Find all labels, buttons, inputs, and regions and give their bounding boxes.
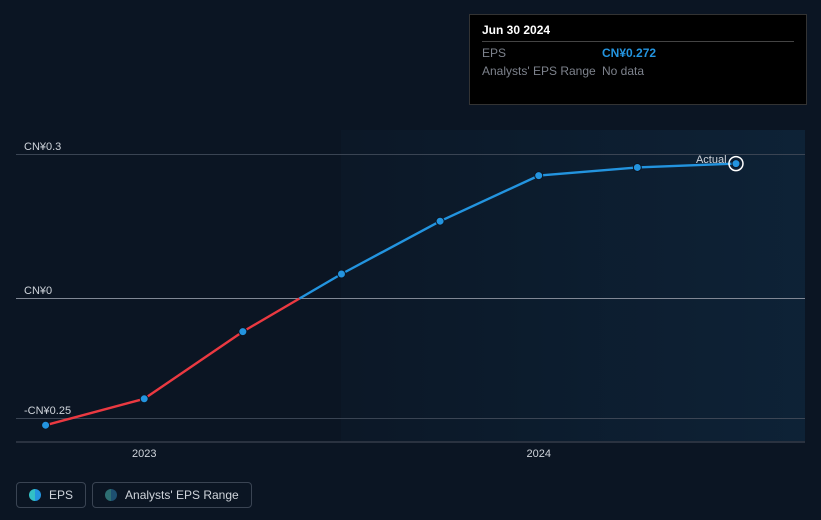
eps-point[interactable]	[732, 160, 740, 168]
eps-chart: Jun 30 2024 EPS CN¥0.272 Analysts' EPS R…	[0, 0, 821, 520]
legend-label: EPS	[49, 488, 73, 502]
legend-item-range[interactable]: Analysts' EPS Range	[92, 482, 252, 508]
tooltip-value: No data	[602, 64, 644, 78]
eps-point[interactable]	[239, 328, 247, 336]
legend-label: Analysts' EPS Range	[125, 488, 239, 502]
eps-line-segment	[46, 298, 301, 425]
tooltip-date: Jun 30 2024	[482, 23, 794, 42]
tooltip-row-range: Analysts' EPS Range No data	[482, 62, 794, 80]
tooltip-label: Analysts' EPS Range	[482, 64, 602, 78]
x-axis-label: 2023	[132, 448, 156, 460]
tooltip-row-eps: EPS CN¥0.272	[482, 44, 794, 62]
legend-swatch-icon	[105, 489, 117, 501]
chart-tooltip: Jun 30 2024 EPS CN¥0.272 Analysts' EPS R…	[469, 14, 807, 105]
eps-line-segment	[300, 164, 736, 298]
eps-point[interactable]	[633, 163, 641, 171]
x-axis-label: 2024	[526, 448, 550, 460]
eps-point[interactable]	[535, 172, 543, 180]
legend-swatch-icon	[29, 489, 41, 501]
chart-svg	[16, 130, 805, 442]
tooltip-label: EPS	[482, 46, 602, 60]
eps-point[interactable]	[140, 395, 148, 403]
eps-point[interactable]	[42, 421, 50, 429]
plot-area[interactable]: CN¥0.3CN¥0-CN¥0.25Actual	[16, 130, 805, 442]
x-axis: 2023 2024	[16, 448, 805, 464]
chart-legend: EPS Analysts' EPS Range	[16, 482, 252, 508]
eps-point[interactable]	[337, 270, 345, 278]
eps-point[interactable]	[436, 217, 444, 225]
tooltip-value: CN¥0.272	[602, 46, 656, 60]
actual-label: Actual	[696, 154, 727, 166]
legend-item-eps[interactable]: EPS	[16, 482, 86, 508]
